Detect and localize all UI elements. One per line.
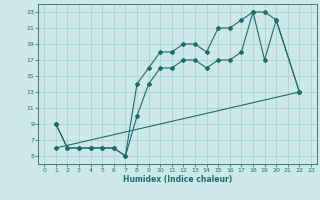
X-axis label: Humidex (Indice chaleur): Humidex (Indice chaleur) xyxy=(123,175,232,184)
